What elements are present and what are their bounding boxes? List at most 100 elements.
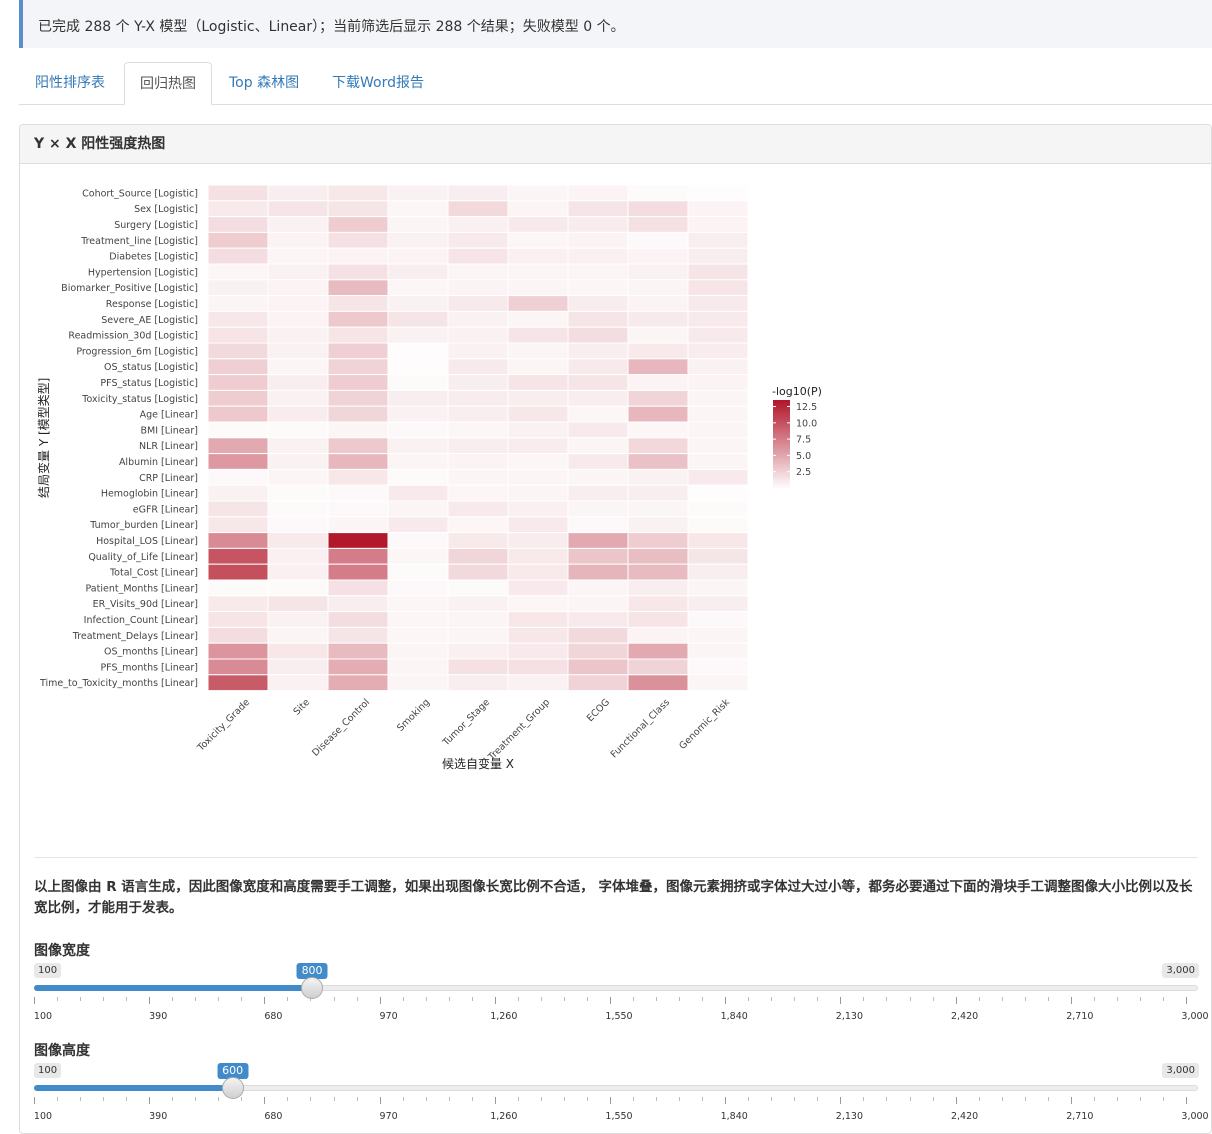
heatmap-cell — [207, 200, 269, 218]
heatmap-cell — [207, 453, 269, 470]
heatmap-cell — [267, 468, 329, 486]
heatmap-cell — [687, 595, 749, 613]
heatmap-cell — [327, 358, 389, 376]
heatmap-cell — [507, 453, 569, 470]
heatmap-cell — [447, 405, 509, 423]
slider-tick — [1139, 997, 1141, 1001]
heatmap-cell — [207, 532, 269, 549]
legend-gradient-step — [773, 455, 790, 458]
heatmap-cell — [567, 547, 629, 565]
y-tick-label: Albumin [Linear] — [119, 457, 198, 468]
slider-tick — [126, 1097, 128, 1101]
legend-gradient-step — [773, 446, 790, 449]
slider-tick — [748, 1097, 750, 1101]
y-tick-label: Toxicity_status [Logistic] — [81, 394, 198, 405]
tab-download-word-report[interactable]: 下载Word报告 — [332, 75, 424, 91]
slider-tick-label: 2,710 — [1066, 1011, 1094, 1022]
heatmap-cell — [507, 532, 569, 549]
x-tick-label: Disease_Control — [310, 697, 372, 759]
slider-tick — [771, 1097, 773, 1101]
heatmap-cell — [687, 247, 749, 265]
heatmap-cell — [447, 563, 509, 581]
legend-gradient-step — [773, 413, 790, 416]
y-tick-label: CRP [Linear] — [139, 473, 198, 484]
heatmap-cell — [207, 421, 269, 439]
slider-tick — [1162, 997, 1164, 1001]
heatmap-cell — [447, 579, 509, 597]
heatmap-cell — [447, 468, 509, 486]
heatmap-cell — [327, 437, 389, 455]
legend-gradient-step — [773, 485, 790, 489]
height-slider-ticks — [34, 1097, 1198, 1111]
heatmap-cell — [207, 295, 269, 312]
heatmap-cell — [567, 532, 629, 549]
y-tick-label: Age [Linear] — [140, 410, 198, 421]
heatmap-cell — [267, 532, 329, 549]
heatmap-cell — [207, 437, 269, 455]
heatmap-cell — [447, 595, 509, 613]
slider-tick — [794, 1097, 796, 1101]
slider-tick — [1070, 997, 1072, 1004]
heatmap-cell — [387, 326, 449, 344]
legend-gradient-step — [773, 448, 790, 452]
heatmap-cell — [387, 184, 449, 202]
heatmap-cell — [567, 563, 629, 581]
heatmap-cell — [387, 389, 449, 407]
heatmap-cell — [267, 453, 329, 470]
heatmap-cell — [327, 595, 389, 613]
heatmap-cell — [447, 358, 509, 376]
slider-tick — [1186, 1097, 1187, 1104]
heatmap-cell — [567, 247, 629, 265]
heatmap-cell — [567, 310, 629, 328]
heatmap-cell — [207, 216, 269, 233]
heatmap-cell — [687, 579, 749, 597]
heatmap-cell — [627, 500, 689, 518]
heatmap-cell — [387, 547, 449, 565]
heatmap-cell — [447, 421, 509, 439]
slider-tick — [57, 1097, 59, 1101]
heatmap-cell — [447, 263, 509, 281]
x-tick-label: Toxicity_Grade — [195, 697, 252, 754]
slider-tick-label: 1,260 — [490, 1011, 518, 1022]
heatmap-cell — [507, 484, 569, 502]
y-tick-label: BMI [Linear] — [141, 425, 198, 436]
tab-regression-heatmap[interactable]: 回归热图 — [124, 62, 212, 105]
slider-tick — [80, 1097, 82, 1101]
y-tick-label: OS_status [Logistic] — [104, 362, 198, 373]
slider-tick — [725, 1097, 727, 1104]
width-slider-handle[interactable] — [301, 977, 324, 999]
heatmap-cell — [207, 374, 269, 391]
height-slider-tick-labels: 100 390 680 970 1,260 1,550 1,840 2,130 2,420 2,7… — [34, 1111, 1209, 1123]
heatmap-cell — [567, 374, 629, 391]
slider-tick — [241, 997, 243, 1001]
x-tick-label: Treatment_Group — [486, 697, 552, 763]
heatmap-cell — [627, 326, 689, 344]
tab-top-forest-plot[interactable]: Top 森林图 — [229, 75, 300, 91]
heatmap-cell — [627, 231, 689, 249]
heatmap-cell — [387, 405, 449, 423]
heatmap-cell — [627, 563, 689, 581]
width-slider[interactable]: 100 3,000 800 100 390 680 970 1,260 1,550 1,84… — [34, 963, 1209, 1023]
y-axis-title: 结局变量 Y [模型类型] — [36, 378, 51, 498]
slider-tick — [886, 997, 888, 1001]
slider-tick-label: 3,000 — [1181, 1111, 1209, 1122]
heatmap-cell — [567, 184, 629, 202]
heatmap-cell — [207, 279, 269, 297]
heatmap-cell — [267, 547, 329, 565]
slider-tick — [517, 1097, 519, 1101]
tab-positive-ranking[interactable]: 阳性排序表 — [35, 75, 105, 91]
heatmap-cell — [327, 247, 389, 265]
heatmap-cell — [567, 611, 629, 628]
legend-gradient-step — [773, 417, 790, 421]
x-tick-label: Genomic_Risk — [677, 697, 732, 752]
divider — [34, 857, 1198, 858]
height-slider[interactable]: 100 3,000 600 100 390 680 970 1,260 1,550 1,84… — [34, 1063, 1209, 1123]
height-slider-handle[interactable] — [221, 1077, 244, 1099]
slider-tick-label: 3,000 — [1181, 1011, 1209, 1022]
heatmap-cell — [207, 389, 269, 407]
slider-tick — [126, 997, 128, 1001]
legend-gradient-step — [773, 459, 790, 463]
heatmap-cell — [327, 579, 389, 597]
heatmap-cell — [327, 184, 389, 202]
y-tick-label: Cohort_Source [Logistic] — [82, 188, 198, 199]
